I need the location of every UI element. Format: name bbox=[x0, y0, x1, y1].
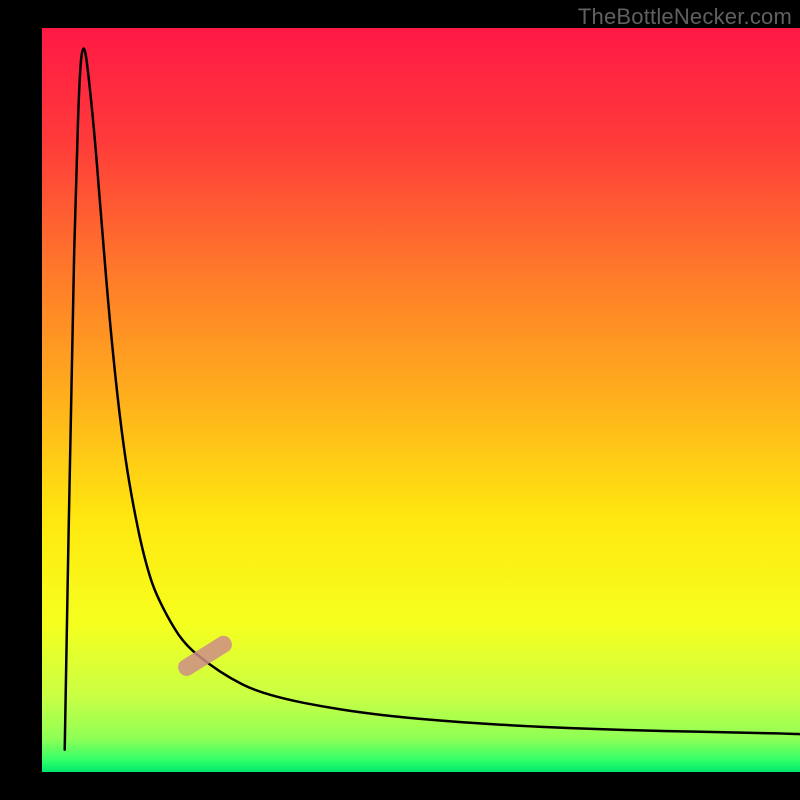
highlight-marker bbox=[175, 633, 235, 679]
chart-svg bbox=[0, 0, 800, 800]
highlight-marker-shape bbox=[175, 633, 235, 679]
attribution-text: TheBottleNecker.com bbox=[578, 4, 792, 30]
bottleneck-curve bbox=[65, 48, 800, 749]
bottleneck-chart: TheBottleNecker.com bbox=[0, 0, 800, 800]
